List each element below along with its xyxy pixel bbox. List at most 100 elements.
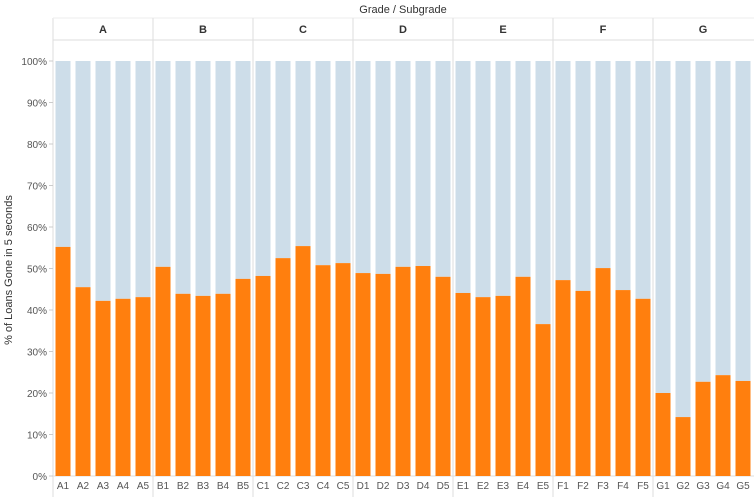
bar (695, 381, 711, 476)
x-tick-label: A3 (97, 481, 110, 492)
group-label: G (699, 24, 708, 36)
x-tick-label: E2 (477, 481, 490, 492)
x-tick-label: A2 (77, 481, 90, 492)
x-tick-label: F1 (557, 481, 569, 492)
bar (615, 290, 631, 476)
bar-remainder (255, 61, 271, 276)
bar-remainder (335, 61, 351, 264)
bar (435, 276, 451, 476)
chart-title: Grade / Subgrade (359, 4, 446, 16)
y-tick-label: 10% (27, 431, 47, 442)
bar (195, 295, 211, 476)
group-label: D (399, 24, 407, 36)
y-tick-label: 20% (27, 389, 47, 400)
bar (115, 298, 131, 476)
bar (535, 324, 551, 476)
y-tick-label: 0% (33, 472, 48, 483)
bar (275, 258, 291, 476)
bar-remainder (675, 61, 691, 418)
bar (95, 300, 111, 476)
bar-remainder (75, 61, 91, 288)
bar (455, 292, 471, 476)
bar (715, 375, 731, 476)
bar (375, 273, 391, 476)
bar-remainder (395, 61, 411, 267)
bar (415, 266, 431, 476)
x-tick-label: F2 (577, 481, 589, 492)
bar-remainder (95, 61, 111, 301)
bar (155, 266, 171, 476)
bar-remainder (615, 61, 631, 291)
bar-remainder (215, 61, 231, 294)
bar-remainder (455, 61, 471, 293)
bar-remainder (655, 61, 671, 393)
x-tick-label: D1 (357, 481, 370, 492)
bar (135, 297, 151, 476)
x-tick-label: G3 (696, 481, 710, 492)
x-tick-label: E5 (537, 481, 550, 492)
bar-remainder (315, 61, 331, 266)
x-tick-label: D3 (397, 481, 410, 492)
bar-remainder (275, 61, 291, 259)
bar-remainder (435, 61, 451, 277)
x-tick-label: B2 (177, 481, 190, 492)
bar-remainder (115, 61, 131, 299)
bar-remainder (175, 61, 191, 294)
x-tick-label: D5 (437, 481, 450, 492)
x-tick-label: F3 (597, 481, 609, 492)
y-tick-label: 50% (27, 265, 47, 276)
bar (555, 280, 571, 476)
bar-remainder (375, 61, 391, 274)
bar (495, 295, 511, 476)
y-tick-label: 80% (27, 140, 47, 151)
bar-remainder (555, 61, 571, 281)
y-tick-label: 40% (27, 306, 47, 317)
x-tick-label: E1 (457, 481, 470, 492)
bar-remainder (235, 61, 251, 279)
group-label: B (199, 24, 207, 36)
y-tick-label: 90% (27, 99, 47, 110)
x-tick-label: B3 (197, 481, 210, 492)
bar (295, 246, 311, 476)
y-axis-label: % of Loans Gone in 5 seconds (3, 195, 15, 345)
bar (315, 265, 331, 476)
bar (655, 393, 671, 476)
group-label: F (600, 24, 607, 36)
bar (175, 293, 191, 476)
bar-remainder (715, 61, 731, 376)
x-tick-label: G5 (736, 481, 750, 492)
bar-remainder (135, 61, 151, 298)
bar (575, 290, 591, 476)
bar-remainder (695, 61, 711, 382)
x-tick-label: C1 (257, 481, 270, 492)
x-tick-label: C2 (277, 481, 290, 492)
bar (675, 417, 691, 476)
y-tick-label: 30% (27, 348, 47, 359)
x-tick-label: F5 (637, 481, 649, 492)
x-tick-label: F4 (617, 481, 629, 492)
x-tick-label: A4 (117, 481, 130, 492)
x-tick-label: A1 (57, 481, 70, 492)
bar-remainder (355, 61, 371, 274)
bar (335, 263, 351, 476)
bar (75, 287, 91, 476)
group-label: C (299, 24, 307, 36)
bar (395, 266, 411, 476)
group-label: A (99, 24, 107, 36)
bar (215, 293, 231, 476)
y-tick-label: 100% (21, 57, 47, 68)
bar-remainder (635, 61, 651, 299)
x-tick-label: G1 (656, 481, 670, 492)
bar (475, 297, 491, 476)
x-tick-label: C4 (317, 481, 330, 492)
x-tick-label: G4 (716, 481, 730, 492)
bar-remainder (195, 61, 211, 296)
bar-remainder (535, 61, 551, 325)
x-tick-label: C3 (297, 481, 310, 492)
x-tick-label: D4 (417, 481, 430, 492)
bar (635, 298, 651, 476)
bar-remainder (415, 61, 431, 267)
bar (515, 276, 531, 476)
